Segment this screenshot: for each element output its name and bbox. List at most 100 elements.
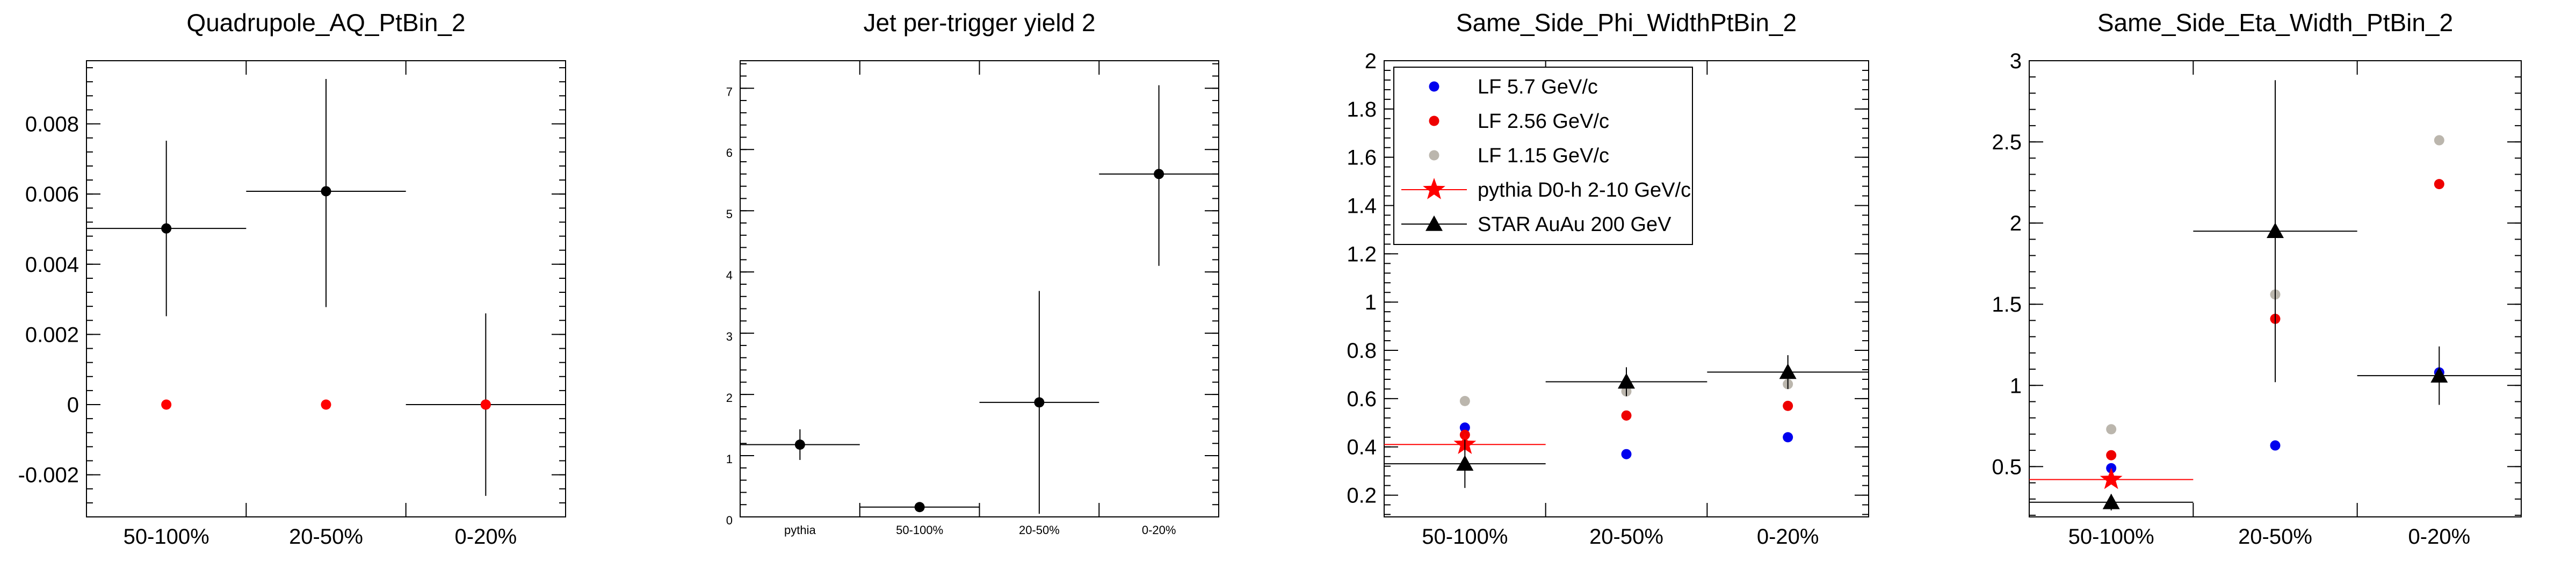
x-tick-label: 50-100% (896, 523, 943, 537)
y-tick-label: 2 (1365, 49, 1377, 73)
chart-title: Same_Side_Phi_WidthPtBin_2 (1456, 9, 1797, 37)
y-tick-label: 1 (726, 452, 733, 466)
y-tick-label: 1.4 (1347, 195, 1377, 218)
data-point (1621, 449, 1632, 459)
data-point (480, 399, 491, 410)
y-tick-label: 1.5 (1992, 293, 2022, 316)
data-point (2267, 222, 2284, 239)
chart-2: Jet per-trigger yield 2 0 1 2 3 4 5 6 7 pythia 50-… (726, 9, 1219, 537)
data-point (2434, 135, 2444, 146)
series-1 (740, 85, 1219, 514)
data-point (1783, 400, 1793, 411)
chart-4: Same_Side_Eta_Width_PtBin_2 0.5 1 1.5 2 2.5 3 5… (1992, 9, 2522, 549)
legend-marker (1423, 178, 1445, 199)
data-point (2106, 424, 2117, 435)
data-point (2270, 440, 2281, 451)
x-tick-label: 50-100% (1422, 525, 1508, 549)
data-point (1459, 422, 1470, 433)
y-tick-label: 0.2 (1347, 484, 1377, 508)
data-point (1621, 410, 1632, 421)
data-point (1618, 373, 1635, 389)
series-5 (2029, 80, 2521, 510)
data-point (1783, 432, 1793, 443)
data-point (2102, 493, 2120, 509)
y-tick-label: -0.002 (18, 464, 79, 487)
x-tick-label: 20-50% (1019, 523, 1060, 537)
y-tick-label: 6 (726, 146, 733, 160)
x-tick-label: 0-20% (1142, 523, 1176, 537)
chart-3: Same_Side_Phi_WidthPtBin_2 0.2 0.4 0.6 0.8 1 1… (1347, 9, 1869, 549)
legend-label: LF 2.56 GeV/c (1478, 110, 1609, 133)
plot-frame (2029, 60, 2522, 517)
chart-1: Quadrupole_AQ_PtBin_2 -0.002 0 0.002 0.004 0.… (18, 9, 566, 549)
y-tick-label: 2.5 (1992, 131, 2022, 154)
y-tick-label: 0.004 (25, 253, 79, 277)
legend-marker (1429, 81, 1439, 92)
y-tick-label: 2 (726, 391, 733, 405)
y-tick-label: 4 (726, 269, 733, 282)
y-tick-label: 0.8 (1347, 339, 1377, 363)
y-tick-label: 2 (2010, 212, 2022, 235)
data-point (1154, 169, 1164, 179)
y-tick-label: 1 (2010, 374, 2022, 398)
x-tick-label: 50-100% (124, 525, 209, 549)
data-point (2430, 367, 2448, 383)
y-tick-label: 1.8 (1347, 98, 1377, 121)
plot-frame (1384, 60, 1869, 517)
data-point (2100, 467, 2123, 489)
x-tick-label: pythia (784, 523, 816, 537)
chart-title: Same_Side_Eta_Width_PtBin_2 (2097, 9, 2453, 37)
legend: LF 5.7 GeV/c LF 2.56 GeV/c LF 1.15 GeV/c py… (1393, 67, 1693, 245)
legend-label: pythia D0-h 2-10 GeV/c (1478, 179, 1691, 201)
legend-marker (1429, 150, 1439, 161)
x-tick-label: 0-20% (1757, 525, 1819, 549)
y-tick-label: 0.5 (1992, 455, 2022, 479)
data-point (321, 186, 331, 197)
series-1 (86, 78, 566, 496)
y-tick-label: 1.6 (1347, 146, 1377, 170)
data-point (161, 223, 172, 234)
y-tick-label: 1 (1365, 291, 1377, 314)
data-point (321, 399, 331, 410)
y-tick-label: 3 (726, 330, 733, 343)
x-tick-label: 20-50% (1589, 525, 1663, 549)
series-3 (2106, 135, 2444, 435)
x-tick-label: 0-20% (2408, 525, 2471, 549)
x-tick-label: 20-50% (289, 525, 363, 549)
series-4 (2029, 467, 2194, 489)
y-tick-label: 0.4 (1347, 436, 1377, 459)
data-point (1456, 455, 1474, 471)
data-point (1459, 395, 1470, 406)
legend-box (1393, 67, 1693, 245)
x-tick-label: 50-100% (2068, 525, 2154, 549)
y-tick-label: 3 (2010, 49, 2022, 73)
legend-label: STAR AuAu 200 GeV (1478, 213, 1671, 236)
y-tick-label: 0.008 (25, 113, 79, 136)
series-2 (161, 399, 491, 410)
y-tick-label: 0.6 (1347, 387, 1377, 411)
data-point (2106, 450, 2117, 460)
legend-marker (1429, 116, 1439, 126)
y-tick-label: 7 (726, 85, 733, 98)
data-point (1779, 363, 1797, 379)
legend-marker (1426, 215, 1443, 231)
y-tick-label: 0 (67, 393, 79, 417)
data-point (794, 440, 805, 450)
series-5 (1384, 355, 1869, 488)
chart-title: Jet per-trigger yield 2 (863, 9, 1095, 37)
y-tick-label: 1.2 (1347, 242, 1377, 266)
series-2 (2106, 179, 2444, 460)
legend-label: LF 5.7 GeV/c (1478, 76, 1598, 98)
data-point (1034, 397, 1045, 408)
x-tick-label: 20-50% (2238, 525, 2312, 549)
data-point (914, 502, 925, 513)
y-tick-label: 0.002 (25, 323, 79, 347)
plot-frame (86, 60, 566, 517)
y-tick-label: 0.006 (25, 183, 79, 206)
y-tick-label: 0 (726, 514, 733, 527)
x-tick-label: 0-20% (455, 525, 517, 549)
data-point (161, 399, 172, 410)
plot-frame (740, 60, 1219, 517)
series-1 (2106, 367, 2444, 473)
